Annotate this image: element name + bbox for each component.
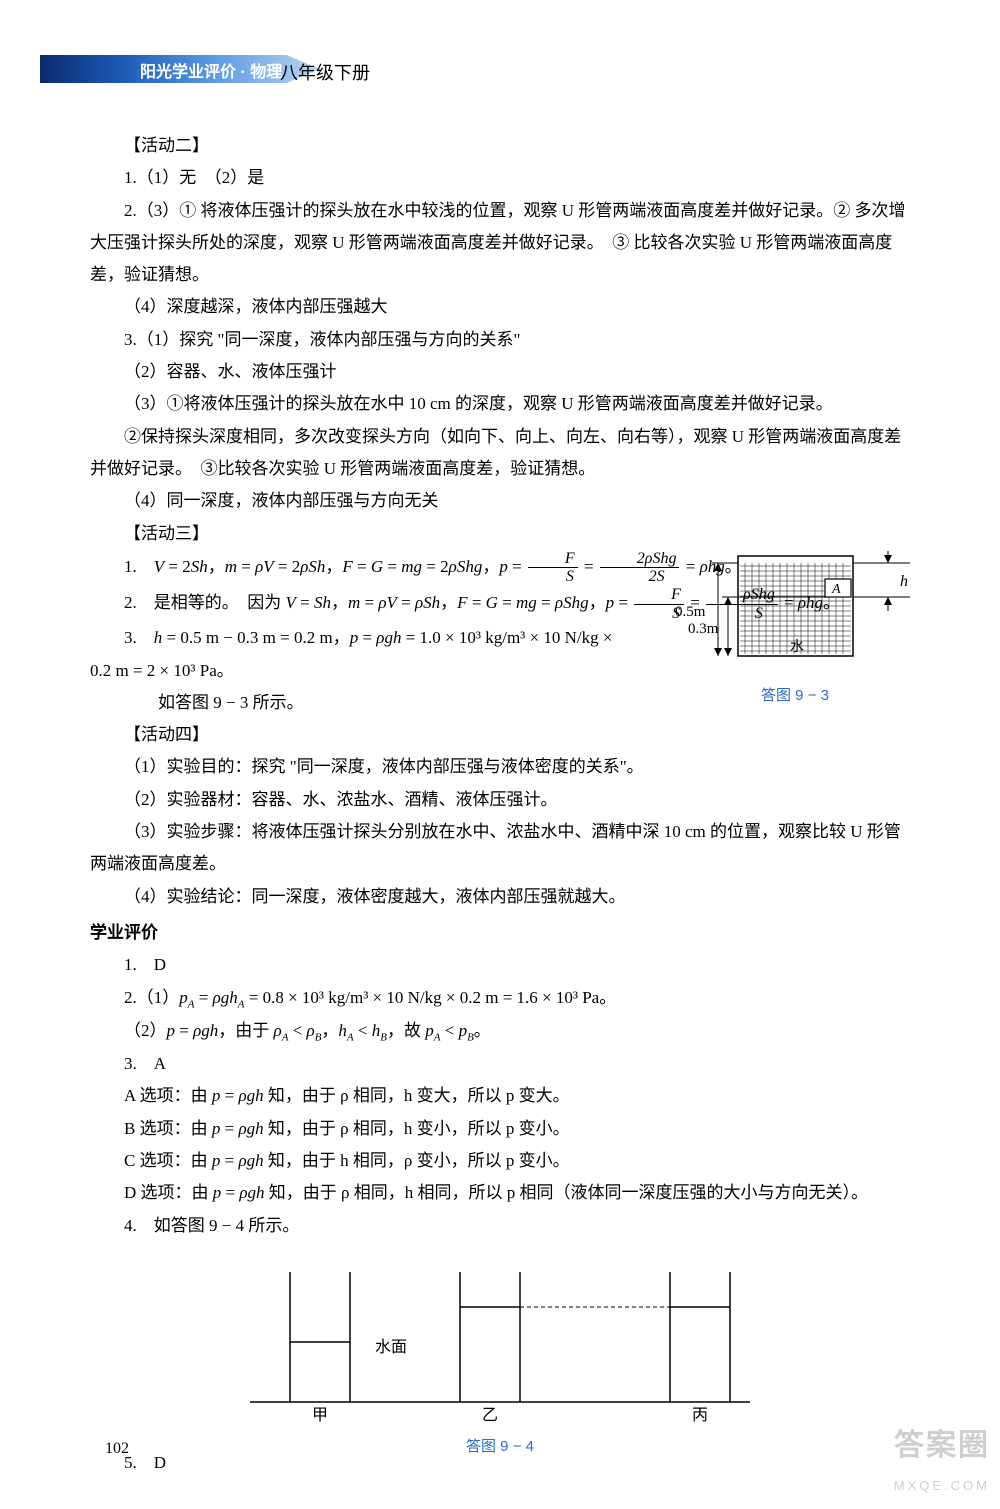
assessment-q4: 4. 如答图 9 − 4 所示。: [90, 1210, 910, 1242]
activity2-q3-4: （4）同一深度，液体内部压强与方向无关: [90, 485, 910, 517]
figure-9-4: 水面 甲 乙 丙 答图 9 − 4: [240, 1252, 760, 1442]
assessment-q3d: D 选项：由 p = ρgh 知，由于 ρ 相同，h 相同，所以 p 相同（液体…: [90, 1177, 910, 1209]
assessment-q2-2: （2）p = ρgh，由于 ρA < ρB，hA < hB，故 pA < pB。: [90, 1015, 910, 1048]
activity4-narrow: （1）实验目的：探究 "同一深度，液体内部压强与液体密度的关系"。 （2）实验器…: [90, 751, 660, 816]
figure-9-3: A 0.5m 0.3m h 水 答图 9 − 3: [670, 551, 920, 696]
activity4-title: 【活动四】: [90, 719, 910, 751]
q3-calc2: = 1.0 × 10³ kg/m³ × 10 N/kg ×: [401, 628, 612, 647]
fig94-yi: 乙: [482, 1407, 498, 1422]
grade-label: 八年级下册: [280, 56, 370, 90]
watermark-line1: 答案圈: [894, 1417, 990, 1474]
assessment-q3a: A 选项：由 p = ρgh 知，由于 ρ 相同，h 变大，所以 p 变大。: [90, 1080, 910, 1112]
fig94-bing: 丙: [692, 1407, 708, 1422]
banner-title: 阳光学业评价 · 物理: [140, 58, 282, 88]
q2-prefix: 2. 是相等的。 因为: [124, 593, 286, 612]
page-number: 102: [105, 1434, 129, 1464]
activity2-q3-1: 3.（1）探究 "同一深度，液体内部压强与方向的关系": [90, 324, 910, 356]
fig93-water: 水: [790, 639, 804, 655]
activity4-q1: （1）实验目的：探究 "同一深度，液体内部压强与液体密度的关系"。: [90, 751, 660, 783]
activity4-q2: （2）实验器材：容器、水、浓盐水、酒精、液体压强计。: [90, 784, 660, 816]
fig93-05: 0.5m: [675, 604, 706, 620]
q2-1-text: = 0.8 × 10³ kg/m³ × 10 N/kg × 0.2 m = 1.…: [244, 988, 616, 1007]
q1-prefix: 1.: [124, 557, 154, 576]
activity3-title: 【活动三】: [90, 518, 910, 550]
activity2-q2-4: （4）深度越深，液体内部压强越大: [90, 291, 910, 323]
watermark-line2: MXQE.COM: [894, 1474, 990, 1499]
assessment-title: 学业评价: [90, 917, 910, 949]
main-content: 【活动二】 1.（1）无 （2）是 2.（3）① 将液体压强计的探头放在水中较浅…: [90, 130, 910, 1479]
fig93-h: h: [900, 573, 908, 590]
fig94-jia: 甲: [312, 1407, 328, 1422]
activity2-q1: 1.（1）无 （2）是: [90, 162, 910, 194]
assessment-q1: 1. D: [90, 949, 910, 981]
q3-prefix: 3.: [124, 628, 154, 647]
fig93-caption: 答图 9 − 3: [670, 682, 920, 711]
watermark: 答案圈 MXQE.COM: [894, 1417, 990, 1499]
activity4-q4: （4）实验结论：同一深度，液体密度越大，液体内部压强就越大。: [90, 881, 910, 913]
activity2-q3-2: （2）容器、水、液体压强计: [90, 356, 910, 388]
assessment-q3b: B 选项：由 p = ρgh 知，由于 ρ 相同，h 变小，所以 p 变小。: [90, 1113, 910, 1145]
activity4-q3: （3）实验步骤：将液体压强计探头分别放在水中、浓盐水中、酒精中深 10 cm 的…: [90, 816, 910, 881]
q3-calc1: = 0.5 m − 0.3 m = 0.2 m，: [162, 628, 349, 647]
activity2-q2: 2.（3）① 将液体压强计的探头放在水中较浅的位置，观察 U 形管两端液面高度差…: [90, 195, 910, 292]
fig93-03: 0.3m: [688, 621, 719, 637]
activity2-q3-3: （3）①将液体压强计的探头放在水中 10 cm 的深度，观察 U 形管两端液面高…: [90, 388, 910, 420]
activity3-q3-line1: 3. h = 0.5 m − 0.3 m = 0.2 m，p = ρgh = 1…: [90, 622, 660, 654]
fig94-water-label: 水面: [375, 1338, 407, 1356]
assessment-q3c: C 选项：由 p = ρgh 知，由于 h 相同，ρ 变小，所以 p 变小。: [90, 1145, 910, 1177]
activity2-q3-3b: ②保持探头深度相同，多次改变探头方向（如向下、向上、向左、向右等），观察 U 形…: [90, 421, 910, 486]
fig94-caption: 答图 9 − 4: [240, 1433, 760, 1462]
activity3-q3-block: 3. h = 0.5 m − 0.3 m = 0.2 m，p = ρgh = 1…: [90, 622, 660, 654]
activity2-title: 【活动二】: [90, 130, 910, 162]
figure-9-4-svg: 水面 甲 乙 丙: [240, 1252, 760, 1422]
assessment-q2-1: 2.（1）pA = ρghA = 0.8 × 10³ kg/m³ × 10 N/…: [90, 982, 910, 1015]
fig93-A: A: [831, 582, 841, 597]
figure-9-3-svg: A 0.5m 0.3m h 水: [670, 551, 920, 671]
assessment-q3: 3. A: [90, 1048, 910, 1080]
